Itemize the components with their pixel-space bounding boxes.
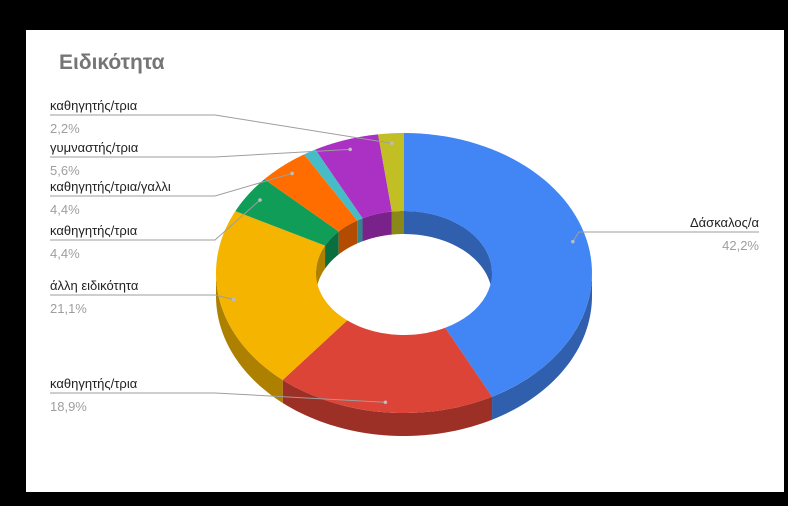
slice-2 [216, 211, 348, 380]
leader-dot-4 [290, 171, 294, 176]
leader-dot-0 [571, 239, 575, 244]
leader-line-2 [50, 294, 234, 301]
leader-line-0 [572, 231, 759, 242]
slice-inner-wall-4-1 [338, 220, 358, 255]
slice-inner-wall-6-1 [362, 211, 392, 242]
slice-value-7: 2,2% [50, 121, 80, 136]
slice-side-0 [492, 273, 592, 420]
slice-side-1 [282, 379, 493, 436]
slice-label-6: γυμναστής/τρια [50, 140, 139, 155]
slice-side-2 [216, 273, 283, 403]
slice-3 [235, 179, 339, 246]
slice-0 [404, 133, 592, 397]
leader-line-4 [50, 172, 293, 197]
slice-6 [315, 134, 392, 219]
slice-inner-wall-0-0 [404, 211, 492, 296]
leader-dot-2 [231, 297, 236, 302]
slice-7 [378, 133, 404, 212]
slice-value-1: 18,9% [50, 399, 87, 414]
slice-5 [304, 149, 363, 221]
leader-dot-1 [383, 400, 388, 405]
leader-line-7 [50, 114, 393, 144]
slice-value-3: 4,4% [50, 246, 80, 261]
slice-label-4: καθηγητής/τρια/γαλλι [50, 179, 171, 194]
slice-1 [282, 320, 493, 413]
slice-inner-wall-5-1 [357, 218, 363, 244]
leader-line-3 [50, 199, 261, 241]
slice-label-0: Δάσκαλος/α [690, 215, 759, 230]
slice-inner-wall-2-1 [316, 245, 326, 296]
slice-label-3: καθηγητής/τρια [50, 223, 138, 238]
slice-label-2: άλλη ειδικότητα [50, 278, 139, 293]
slice-4 [264, 154, 358, 232]
leader-line-6 [50, 148, 351, 158]
slice-inner-wall-7-1 [391, 211, 404, 235]
slice-inner-wall-3-1 [325, 231, 339, 269]
leader-dot-7 [390, 141, 394, 146]
leader-line-1 [50, 392, 386, 403]
slice-label-7: καθηγητής/τρια [50, 98, 138, 113]
slice-label-1: καθηγητής/τρια [50, 376, 138, 391]
slice-value-0: 42,2% [722, 238, 759, 253]
chart-title: Ειδικότητα [59, 51, 165, 74]
leader-dot-6 [348, 147, 352, 152]
slice-value-6: 5,6% [50, 163, 80, 178]
slice-value-2: 21,1% [50, 301, 87, 316]
slice-value-4: 4,4% [50, 202, 80, 217]
leader-dot-3 [258, 198, 262, 202]
